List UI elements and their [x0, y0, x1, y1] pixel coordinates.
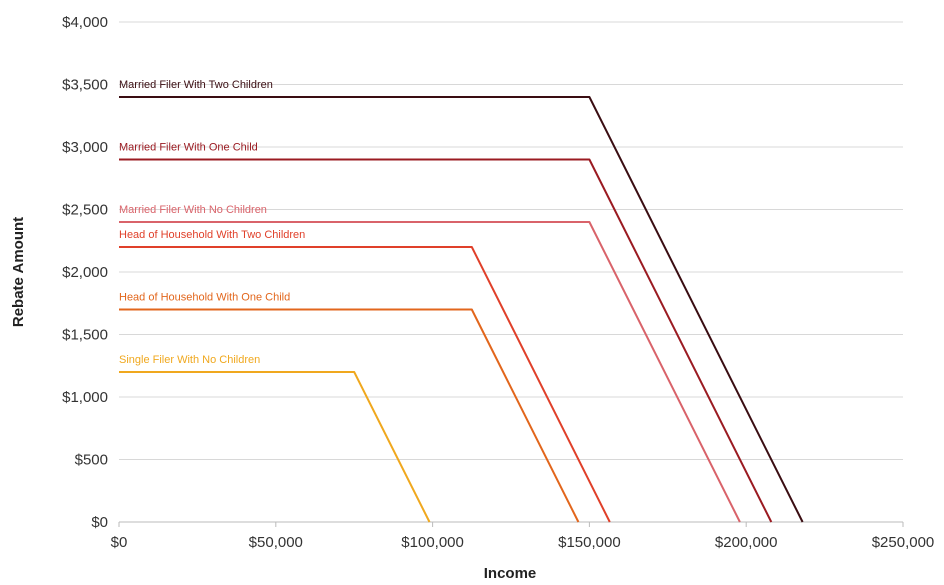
series-label-5: Head of Household With One Child — [119, 292, 290, 304]
y-tick-label: $3,000 — [62, 139, 108, 156]
series-line-5 — [119, 308, 580, 523]
axes: $0 $500 $1,000 $1,500 $2,000 $2,500 $3,000 $3,5… — [62, 14, 934, 551]
series-line-2 — [119, 158, 773, 523]
x-tick-label: $250,000 — [872, 534, 935, 551]
y-axis-title: Rebate Amount — [10, 217, 27, 327]
x-tick-label: $0 — [111, 534, 128, 551]
series-label-6: Single Filer With No Children — [119, 354, 260, 366]
series-line-4 — [119, 246, 611, 523]
y-tick-label: $1,000 — [62, 389, 108, 406]
y-tick-label: $4,000 — [62, 14, 108, 31]
x-tick-label: $100,000 — [401, 534, 464, 551]
series-line-1 — [119, 96, 804, 523]
series-line-3 — [119, 221, 741, 523]
y-tick-label: $2,000 — [62, 264, 108, 281]
x-tick-label: $50,000 — [249, 534, 303, 551]
x-tick-label: $150,000 — [558, 534, 621, 551]
y-tick-label: $1,500 — [62, 327, 108, 344]
series-labels: Married Filer With Two Children Married F… — [119, 79, 305, 366]
y-tick-label: $500 — [75, 452, 108, 469]
y-tick-label: $0 — [91, 514, 108, 531]
x-tick-label: $200,000 — [715, 534, 778, 551]
y-tick-label: $2,500 — [62, 202, 108, 219]
x-axis-title: Income — [484, 565, 537, 582]
series-label-1: Married Filer With Two Children — [119, 79, 273, 91]
y-tick-label: $3,500 — [62, 77, 108, 94]
series-label-3: Married Filer With No Children — [119, 204, 267, 216]
grid-lines — [119, 21, 903, 460]
series-line-6 — [119, 371, 431, 523]
series-label-2: Married Filer With One Child — [119, 142, 258, 154]
series-label-4: Head of Household With Two Children — [119, 229, 305, 241]
series-lines — [119, 96, 804, 523]
